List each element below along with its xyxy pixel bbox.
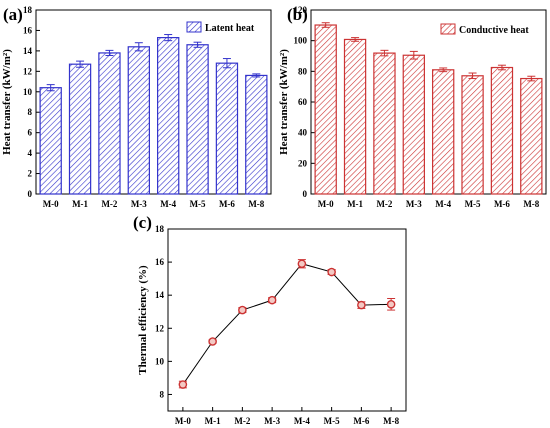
panel-b-ytick-label: 40 — [298, 128, 308, 138]
panel-b-y-axis-label: Heat transfer (kW/m²) — [278, 49, 290, 155]
panel-c-ytick-label: 8 — [160, 389, 165, 399]
panel-a-bar — [186, 44, 209, 195]
panel-a-bar — [98, 52, 121, 195]
panel-c-series-line — [182, 263, 392, 385]
panel-a-xtick-label: M-6 — [219, 199, 235, 209]
panel-c-ytick-label: 14 — [155, 290, 165, 300]
panel-b-ytick-label: 60 — [298, 97, 308, 107]
panel-b-ytick-label: 80 — [298, 66, 308, 76]
panel-a-plot-frame — [35, 9, 272, 195]
panel-c-data-point — [208, 337, 217, 346]
panel-a-y-axis-label: Heat transfer (kW/m²) — [1, 49, 13, 155]
panel-c-xtick-label: M-1 — [205, 416, 221, 426]
panel-b-bar — [461, 75, 484, 195]
chart-panel-b: 0 20 40 60 80 100 120 M-0 M-1 M-2 M-3 M-4 M-5 M-6 M-8 H… — [278, 5, 547, 209]
panel-a-xtick-label: M-5 — [190, 199, 206, 209]
panel-c-data-point — [357, 300, 366, 310]
panel-b-xtick-label: M-6 — [494, 199, 510, 209]
panel-b-ytick-label: 120 — [294, 5, 308, 15]
panel-c-data-point — [267, 295, 277, 305]
panel-b-ytick-label: 20 — [298, 158, 308, 168]
panel-c-plot-frame — [167, 228, 407, 412]
panel-a-bar — [157, 36, 180, 195]
panel-c-data-point — [386, 299, 396, 309]
panel-a-legend-swatch — [186, 21, 202, 33]
panel-a-xtick-label: M-3 — [131, 199, 147, 209]
panel-c-y-axis-label: Thermal efficiency (%) — [137, 265, 149, 375]
panel-b-bar — [432, 69, 455, 195]
panel-b-bar — [520, 77, 543, 195]
panel-a-xtick-label: M-1 — [72, 199, 88, 209]
panel-c-data-point — [327, 267, 336, 277]
panel-a-ytick-label: 16 — [23, 25, 33, 35]
panel-a-xtick-label: M-8 — [248, 199, 264, 209]
panel-c-xtick-label: M-6 — [353, 416, 369, 426]
panel-c-xtick-label: M-2 — [234, 416, 250, 426]
panel-c-xtick-label: M-3 — [264, 416, 280, 426]
panel-c-xtick-label: M-0 — [175, 416, 191, 426]
panel-c-data-point — [178, 380, 188, 389]
panel-a-ytick-label: 4 — [28, 148, 33, 158]
panel-a-bar — [215, 62, 239, 195]
panel-b-xtick-label: M-8 — [523, 199, 539, 209]
panel-b-bar — [373, 52, 396, 195]
panel-b-bar — [314, 24, 337, 195]
panel-c-xtick-label: M-5 — [324, 416, 340, 426]
panel-c-ytick-label: 18 — [155, 224, 165, 234]
panel-a-bar — [245, 74, 268, 195]
chart-panel-a: 0 2 4 6 8 10 12 14 16 18 M-0 M-1 M-2 M-3 M-4 M-5 M-6 M-8 H… — [1, 5, 272, 209]
panel-b-ytick-label: 0 — [303, 189, 308, 199]
panel-a-ytick-label: 6 — [28, 128, 33, 138]
panel-b-bar — [490, 66, 514, 195]
panel-c-data-point — [297, 259, 307, 269]
panel-b-legend-label: Conductive heat — [459, 25, 529, 36]
panel-b-xtick-label: M-2 — [376, 199, 392, 209]
chart-panel-c: 8 10 12 14 16 18 M-0 M-1 M-2 M-3 M-4 M-5 M-6 M-8 Therm… — [137, 224, 407, 426]
panel-b-legend-swatch — [440, 23, 456, 35]
panel-a-xtick-label: M-0 — [43, 199, 59, 209]
panel-c-xtick-label: M-4 — [294, 416, 310, 426]
panel-label-b: (b) — [287, 5, 308, 24]
panel-c-ytick-label: 10 — [155, 356, 165, 366]
panel-a-ytick-label: 14 — [23, 46, 33, 56]
panel-b-xtick-label: M-1 — [347, 199, 363, 209]
panel-a-bar — [127, 46, 150, 195]
panel-a-ytick-label: 12 — [23, 66, 33, 76]
panel-b-xtick-label: M-5 — [465, 199, 481, 209]
panel-label-a: (a) — [3, 5, 23, 24]
panel-a-bar — [68, 63, 92, 195]
panel-a-legend-label: Latent heat — [205, 23, 255, 34]
panel-a-bar — [39, 87, 62, 195]
panel-b-xtick-label: M-4 — [435, 199, 451, 209]
panel-b-bar — [402, 54, 425, 195]
panel-a-ytick-label: 8 — [28, 107, 33, 117]
panel-a-xtick-label: M-2 — [101, 199, 117, 209]
panel-a-ytick-label: 18 — [23, 5, 33, 15]
panel-b-bar — [343, 38, 367, 195]
panel-c-data-point — [238, 305, 247, 315]
panel-label-c: (c) — [133, 213, 152, 232]
panel-c-xtick-label: M-8 — [383, 416, 399, 426]
panel-b-xtick-label: M-0 — [318, 199, 334, 209]
panel-c-ytick-label: 16 — [155, 257, 165, 267]
panel-a-ytick-label: 2 — [28, 169, 33, 179]
panel-a-ytick-label: 0 — [28, 189, 33, 199]
panel-a-ytick-label: 10 — [23, 87, 33, 97]
panel-b-ytick-label: 100 — [294, 36, 308, 46]
panel-b-xtick-label: M-3 — [406, 199, 422, 209]
panel-c-ytick-label: 12 — [155, 323, 165, 333]
panel-a-xtick-label: M-4 — [160, 199, 176, 209]
